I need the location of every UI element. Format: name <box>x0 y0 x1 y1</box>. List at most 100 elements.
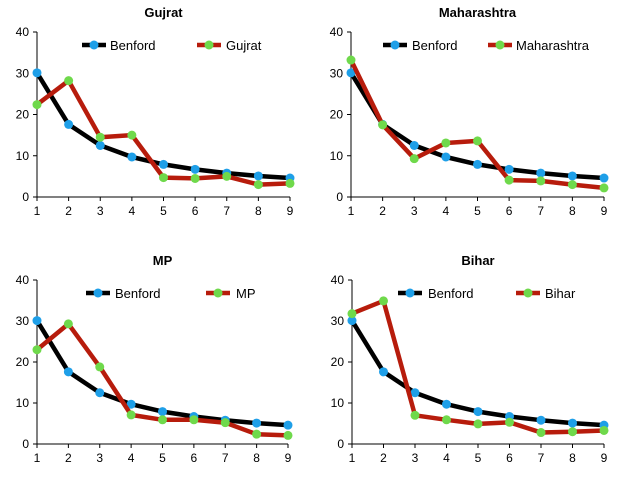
x-tick-label: 2 <box>65 204 72 218</box>
legend-label: Benford <box>428 286 474 301</box>
series-line <box>34 78 293 187</box>
x-tick-label: 2 <box>380 451 387 465</box>
legend-label: Benford <box>110 38 156 53</box>
chart-title: MP <box>153 253 173 268</box>
data-point <box>159 173 168 183</box>
data-point <box>159 159 168 169</box>
data-point <box>504 164 514 174</box>
x-tick-label: 1 <box>34 451 41 465</box>
legend-marker <box>405 288 415 298</box>
data-point <box>32 68 42 78</box>
data-point <box>536 428 546 438</box>
legend-marker <box>213 288 223 298</box>
data-point <box>32 316 42 326</box>
x-tick-label: 1 <box>348 204 355 218</box>
data-point <box>473 407 483 417</box>
data-point <box>252 429 262 439</box>
x-tick-label: 9 <box>285 451 292 465</box>
data-point <box>158 415 167 425</box>
y-tick-label: 10 <box>16 396 30 410</box>
x-tick-label: 4 <box>128 451 135 465</box>
x-tick-label: 3 <box>96 451 103 465</box>
data-point <box>283 430 293 440</box>
data-point <box>473 419 483 429</box>
data-point <box>442 399 451 409</box>
x-tick-label: 7 <box>222 451 229 465</box>
x-tick-label: 8 <box>253 451 260 465</box>
data-point <box>126 410 136 420</box>
data-point <box>536 415 546 425</box>
chart-panel: Bihar 0 10 20 30 40 1 2 3 4 5 6 7 8 9 Benford Bihar <box>331 253 609 465</box>
y-tick-label: 0 <box>337 437 344 451</box>
chart-panel: Gujrat 0 10 20 30 40 1 2 3 4 5 6 7 8 9 Benford Gujrat <box>16 5 295 218</box>
legend-marker <box>204 40 214 50</box>
data-point <box>409 154 419 164</box>
data-point <box>568 427 577 437</box>
y-tick-label: 20 <box>330 108 344 122</box>
data-point <box>567 180 577 190</box>
x-tick-label: 8 <box>569 451 576 465</box>
chart-title: Gujrat <box>144 5 183 20</box>
legend-label: Gujrat <box>226 38 262 53</box>
x-tick-label: 5 <box>474 204 481 218</box>
data-point <box>95 362 105 372</box>
data-point <box>32 345 42 355</box>
x-tick-label: 2 <box>65 451 72 465</box>
data-point <box>127 130 137 140</box>
x-tick-label: 6 <box>192 204 199 218</box>
data-point <box>410 410 420 420</box>
x-tick-label: 5 <box>159 451 166 465</box>
data-point <box>64 76 74 86</box>
legend-marker <box>89 40 99 50</box>
y-tick-label: 40 <box>16 273 30 287</box>
y-tick-label: 20 <box>16 355 30 369</box>
y-tick-label: 0 <box>22 437 29 451</box>
data-point <box>64 119 74 129</box>
y-tick-label: 30 <box>331 314 345 328</box>
data-point <box>442 415 451 425</box>
legend-label: Benford <box>412 38 458 53</box>
data-point <box>222 171 232 181</box>
data-point <box>252 418 262 428</box>
chart-title: Bihar <box>461 253 494 268</box>
data-point <box>473 136 482 146</box>
data-point <box>441 152 451 162</box>
x-tick-label: 3 <box>411 204 418 218</box>
legend-label: MP <box>236 286 256 301</box>
data-point <box>190 173 200 183</box>
legend-label: Bihar <box>545 286 576 301</box>
data-point <box>63 319 73 329</box>
x-tick-label: 8 <box>255 204 262 218</box>
y-tick-label: 30 <box>16 66 30 80</box>
data-point <box>95 132 105 142</box>
chart-panel: MP 0 10 20 30 40 1 2 3 4 5 6 7 8 9 Benford MP <box>16 253 293 465</box>
x-tick-label: 9 <box>601 451 608 465</box>
data-point <box>379 367 388 377</box>
data-point <box>347 309 357 319</box>
x-tick-label: 7 <box>537 204 544 218</box>
legend-marker <box>495 40 505 50</box>
x-tick-label: 4 <box>443 451 450 465</box>
data-point <box>126 399 136 409</box>
x-tick-label: 7 <box>223 204 230 218</box>
data-point <box>190 164 200 174</box>
x-tick-label: 9 <box>287 204 294 218</box>
x-tick-label: 4 <box>129 204 136 218</box>
data-point <box>95 388 105 398</box>
x-tick-label: 4 <box>443 204 450 218</box>
data-point <box>378 120 388 130</box>
data-point <box>63 367 73 377</box>
y-tick-label: 10 <box>331 396 345 410</box>
y-tick-label: 40 <box>330 25 344 39</box>
x-tick-label: 3 <box>412 451 419 465</box>
y-tick-label: 0 <box>22 190 29 204</box>
data-point <box>536 176 546 186</box>
data-point <box>189 415 199 425</box>
data-point <box>599 183 609 193</box>
data-point <box>599 173 609 183</box>
y-tick-label: 40 <box>331 273 345 287</box>
data-point <box>441 138 451 148</box>
chart-title: Maharashtra <box>439 5 517 20</box>
data-point <box>568 418 577 428</box>
